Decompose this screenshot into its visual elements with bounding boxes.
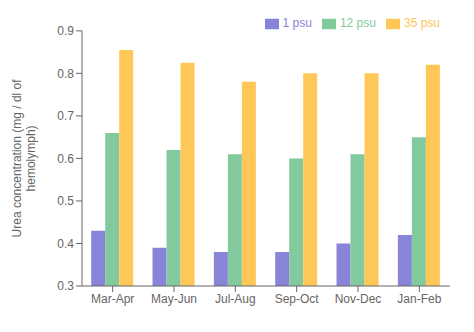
svg-text:Jan-Feb: Jan-Feb: [397, 292, 441, 306]
svg-text:0.3: 0.3: [57, 279, 74, 293]
svg-text:0.4: 0.4: [57, 237, 74, 251]
html-text:35 psu: 35 psu: [404, 16, 440, 30]
svg-text:0.5: 0.5: [57, 194, 74, 208]
svg-text:Sep-Oct: Sep-Oct: [275, 292, 320, 306]
html-text:1 psu: 1 psu: [282, 16, 312, 30]
svg-text:May-Jun: May-Jun: [151, 292, 197, 306]
svg-text:0.7: 0.7: [57, 109, 74, 123]
html-text:12 psu: 12 psu: [339, 16, 376, 30]
svg-text:0.8: 0.8: [57, 67, 74, 81]
svg-text:Urea concentration (mg / dl of: Urea concentration (mg / dl ofhemolymph): [10, 79, 38, 238]
svg-text:0.9: 0.9: [57, 24, 74, 38]
svg-text:0.6: 0.6: [57, 152, 74, 166]
svg-text:Jul-Aug: Jul-Aug: [215, 292, 256, 306]
svg-text:Nov-Dec: Nov-Dec: [335, 292, 382, 306]
svg-text:Mar-Apr: Mar-Apr: [91, 292, 134, 306]
